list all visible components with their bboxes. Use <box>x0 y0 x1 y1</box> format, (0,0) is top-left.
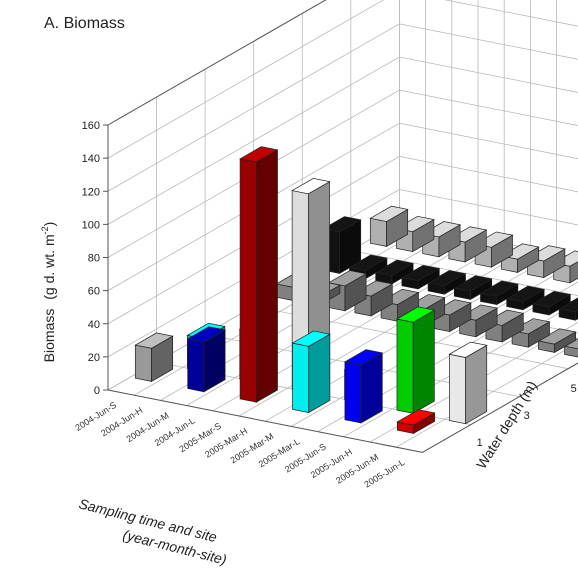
bar-depth-5-side <box>569 261 578 284</box>
bar-front-11-side <box>465 344 488 425</box>
y-tick-label: 140 <box>82 153 100 165</box>
bar-front-4 <box>239 146 279 403</box>
bar-front-9-front <box>396 318 414 414</box>
bar-depth-3 <box>505 285 546 311</box>
bar-depth-3 <box>558 297 578 321</box>
bar-depth-3 <box>531 290 572 316</box>
bar-depth-3 <box>400 264 441 290</box>
bar-front-11 <box>448 341 488 425</box>
back-wall-gridline <box>399 23 578 60</box>
bar-depth-3-top <box>348 254 388 271</box>
bar-depth-1-top <box>537 328 577 345</box>
bar-front-6-front <box>292 342 310 414</box>
bar-depth-1-front <box>564 345 578 358</box>
back-wall-gridline <box>444 0 578 27</box>
y-tick-label: 0 <box>94 385 100 397</box>
y-tick-label: 20 <box>88 352 100 364</box>
y-tick-label: 160 <box>82 120 100 132</box>
y-tick-label: 120 <box>82 186 100 198</box>
bar-front-9-side <box>412 309 435 414</box>
bars-layer <box>134 146 578 434</box>
bar-front-10-top <box>396 409 436 426</box>
bar-front-4-top <box>239 146 279 163</box>
bar-depth-5-top <box>369 205 409 222</box>
bar-depth-3 <box>374 259 415 285</box>
y-tick-label: 60 <box>88 286 100 298</box>
bar-depth-3 <box>427 270 467 295</box>
bar-depth-3-top <box>531 290 572 308</box>
bar-depth-3-top <box>558 297 578 313</box>
back-wall-gridline <box>399 89 578 126</box>
bar-depth-3-top <box>322 216 362 233</box>
bar-front-0-front <box>134 344 152 382</box>
y-axis-title-exp: -2 <box>40 226 50 234</box>
y-axis-title-close: ) <box>41 222 57 227</box>
depth-tick-label: 5 <box>571 383 577 395</box>
back-wall-gridline <box>399 56 578 93</box>
bar-front-9-top <box>395 306 436 323</box>
bar-depth-3-top <box>427 270 467 287</box>
bar-front-2-front <box>187 338 205 393</box>
top-left-edge <box>107 0 327 126</box>
bar-front-2 <box>186 326 227 393</box>
y-axis-title: Biomass (g d. wt. m-2) <box>40 222 57 363</box>
bar-depth-1 <box>537 328 577 353</box>
bar-front-6-side <box>308 333 331 414</box>
bar-front-9 <box>395 306 436 414</box>
bar-front-8 <box>343 349 384 424</box>
bar-depth-3-side <box>574 309 578 321</box>
y-axis-title-unit: (g d. wt. m <box>41 234 57 299</box>
bar-front-0-top <box>134 332 174 349</box>
back-wall-gridline <box>399 155 578 193</box>
bar-depth-3-top <box>453 275 493 292</box>
bar-front-6-top <box>291 330 331 347</box>
bar-front-2-top <box>186 326 227 343</box>
back-wall-gridline <box>399 122 578 160</box>
bar-front-4-front <box>239 158 257 403</box>
y-tick-label: 100 <box>82 219 100 231</box>
bar-depth-3 <box>479 280 519 306</box>
bar-front-8-front <box>344 361 362 424</box>
depth-tick-label: 3 <box>524 410 530 422</box>
bar-depth-3-top <box>505 285 546 302</box>
chart-title: A. Biomass <box>44 15 125 32</box>
bar-depth-5-front <box>369 217 387 247</box>
bar-depth-3-top <box>479 280 519 297</box>
y-axis-title-prefix: Biomass <box>41 309 57 363</box>
bar-front-10 <box>396 409 436 434</box>
bar-depth-3-top <box>374 259 415 276</box>
bar-front-8-top <box>343 349 384 366</box>
depth-tick-label: 1 <box>477 437 483 449</box>
bar-front-0 <box>134 332 174 382</box>
bar-depth-5 <box>369 205 409 247</box>
bar-front-4-side <box>255 149 278 403</box>
y-tick-label: 40 <box>88 319 100 331</box>
bar-front-5-top <box>291 178 331 195</box>
bar-depth-3 <box>453 275 493 300</box>
back-wall-gridline <box>399 0 578 20</box>
floor-grid-z <box>350 250 578 296</box>
bar-front-11-front <box>449 353 466 425</box>
y-tick-label: 80 <box>88 253 100 265</box>
bar-front-6 <box>291 330 331 414</box>
bar-depth-3-top <box>400 264 441 282</box>
bar-front-11-top <box>448 341 488 358</box>
z-axis-line <box>422 362 578 453</box>
x-axis-line <box>107 389 423 453</box>
top-back-edge <box>399 0 578 20</box>
